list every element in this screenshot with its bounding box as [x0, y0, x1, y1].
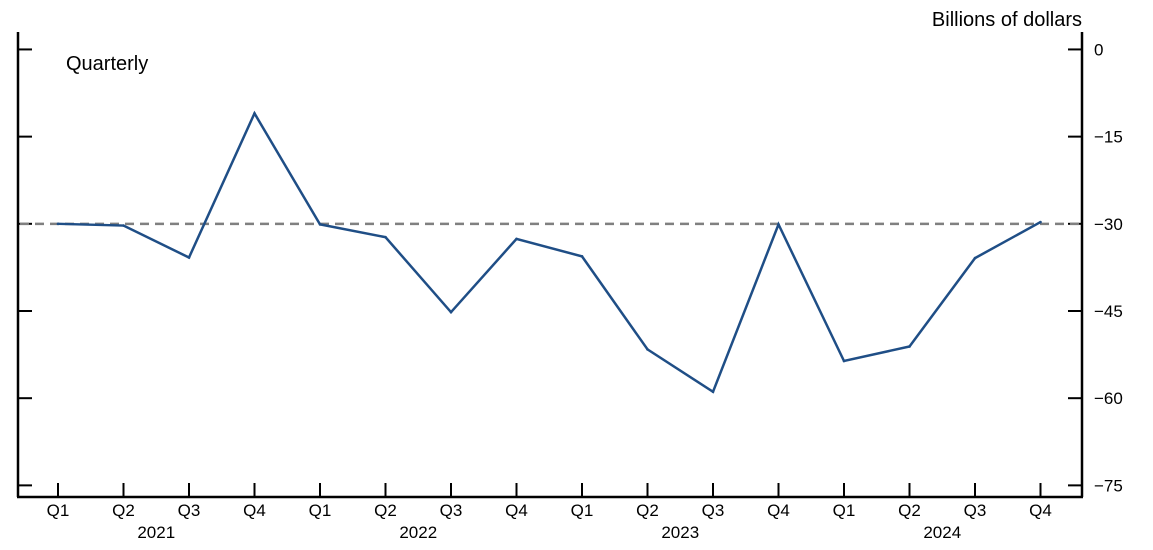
data-point — [1039, 220, 1042, 224]
x-tick-label: Q2 — [636, 501, 659, 520]
year-label: 2024 — [923, 523, 961, 542]
x-axis-quarter-labels: Q1 Q2 Q3 Q4 Q1 Q2 Q3 Q4 Q1 Q2 Q3 Q4 Q1 Q2 Q3 Q4 — [47, 501, 1052, 520]
data-point — [580, 255, 584, 258]
x-tick-label: Q1 — [47, 501, 70, 520]
y-tick-label: −30 — [1094, 215, 1123, 234]
year-label: 2022 — [399, 523, 437, 542]
x-tick-label: Q1 — [571, 501, 594, 520]
data-point — [646, 348, 649, 351]
x-tick-label: Q3 — [702, 501, 725, 520]
data-point — [318, 223, 322, 226]
x-tick-label: Q4 — [243, 501, 266, 520]
data-point — [122, 224, 125, 227]
plot-frame — [16, 32, 1084, 499]
data-point — [253, 112, 256, 115]
x-tick-label: Q4 — [505, 501, 528, 520]
x-tick-label: Q4 — [1029, 501, 1052, 520]
y-tick-label: −15 — [1094, 128, 1123, 147]
data-point — [515, 237, 518, 241]
series-points — [56, 112, 1042, 394]
y-unit-label: Billions of dollars — [932, 9, 1082, 31]
x-tick-label: Q3 — [178, 501, 201, 520]
x-tick-label: Q3 — [440, 501, 463, 520]
data-point — [56, 222, 60, 226]
data-point — [842, 359, 846, 363]
x-tick-label: Q4 — [767, 501, 790, 520]
x-tick-label: Q1 — [833, 501, 856, 520]
x-tick-label: Q1 — [309, 501, 332, 520]
x-axis-year-labels: 2021 2022 2023 2024 — [137, 523, 961, 542]
year-label: 2021 — [137, 523, 175, 542]
y-axis-ticks — [18, 48, 1082, 487]
data-point — [384, 235, 387, 239]
x-tick-label: Q2 — [112, 501, 135, 520]
series-line — [57, 110, 1042, 394]
data-point — [711, 390, 715, 394]
data-point — [908, 345, 911, 348]
x-tick-label: Q2 — [898, 501, 921, 520]
y-tick-label: −60 — [1094, 389, 1123, 408]
x-axis-ticks — [57, 483, 1042, 497]
y-axis-tick-labels: 0 −15 −30 −45 −60 −75 — [1094, 40, 1123, 495]
frequency-label: Quarterly — [66, 53, 148, 75]
data-point — [777, 223, 780, 226]
y-tick-label: −45 — [1094, 302, 1123, 321]
data-point — [449, 310, 453, 314]
x-tick-label: Q3 — [964, 501, 987, 520]
x-tick-label: Q2 — [374, 501, 397, 520]
y-tick-label: −75 — [1094, 476, 1123, 495]
year-label: 2023 — [661, 523, 699, 542]
y-tick-label: 0 — [1094, 40, 1103, 59]
data-point — [973, 256, 977, 260]
data-point — [187, 256, 191, 259]
